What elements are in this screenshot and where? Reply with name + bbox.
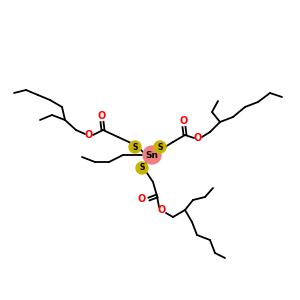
Text: O: O (194, 133, 202, 143)
Circle shape (136, 162, 148, 174)
Text: S: S (132, 142, 138, 152)
Text: S: S (139, 164, 145, 172)
Text: O: O (98, 111, 106, 121)
Text: Sn: Sn (146, 151, 158, 160)
Circle shape (129, 141, 141, 153)
Circle shape (154, 141, 166, 153)
Text: O: O (158, 205, 166, 215)
Text: O: O (85, 130, 93, 140)
Text: O: O (138, 194, 146, 204)
Circle shape (143, 146, 161, 164)
Text: O: O (180, 116, 188, 126)
Text: S: S (157, 142, 163, 152)
